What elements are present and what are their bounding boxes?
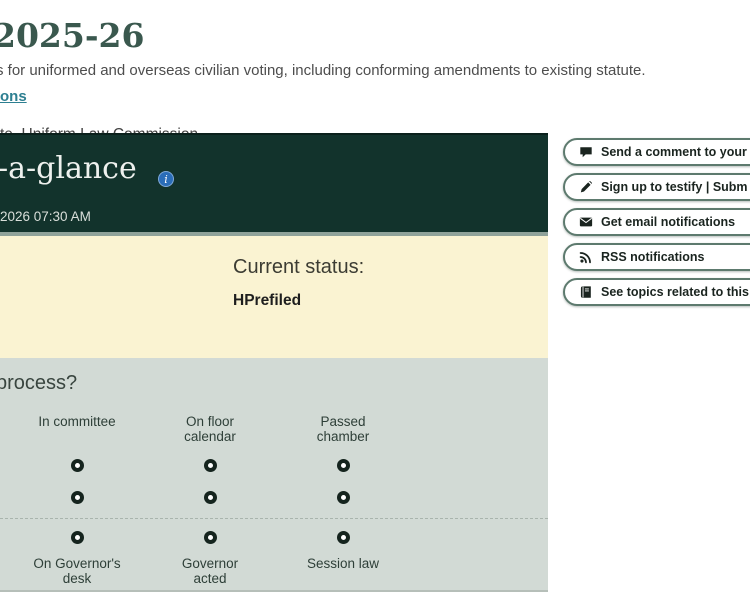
bill-at-a-glance-panel: -a-glance i 2026 07:30 AM [0, 133, 548, 236]
glance-title: -a-glance [0, 151, 137, 186]
step-indicator [337, 531, 350, 544]
step-indicator [337, 459, 350, 472]
action-button-label: Send a comment to your [601, 145, 747, 159]
see-related-topics-button[interactable]: See topics related to this [563, 278, 750, 306]
sign-up-to-testify-button[interactable]: Sign up to testify | Subm [563, 173, 750, 201]
governor-section-divider [0, 518, 548, 519]
book-icon [579, 285, 593, 299]
bill-actions-column: Send a comment to your Sign up to testif… [563, 138, 750, 313]
bill-year-heading: 2025-26 [0, 16, 145, 56]
process-label-governor-acted: Governor acted [148, 556, 272, 586]
comment-icon [579, 145, 593, 159]
rss-notifications-button[interactable]: RSS notifications [563, 243, 750, 271]
col-header-line: On floor [185, 414, 235, 429]
info-icon[interactable]: i [158, 171, 174, 187]
col-label-line: On Governor's [33, 556, 121, 571]
col-label-line: desk [62, 571, 92, 586]
current-status-label: Current status: [233, 256, 365, 278]
step-indicator [204, 459, 217, 472]
col-header-line: calendar [184, 429, 236, 444]
step-indicator [71, 459, 84, 472]
rss-icon [579, 250, 593, 264]
step-indicator [71, 531, 84, 544]
process-heading: process? [0, 372, 78, 394]
step-indicator [71, 491, 84, 504]
col-header-line: chamber [316, 429, 370, 444]
process-col-header-on-floor-calendar: On floor calendar [148, 414, 272, 444]
action-button-label: Sign up to testify | Subm [601, 180, 748, 194]
action-button-label: RSS notifications [601, 250, 705, 264]
process-label-on-governors-desk: On Governor's desk [15, 556, 139, 586]
current-status-value: HPrefiled [233, 292, 302, 309]
col-header-line: Passed [320, 414, 366, 429]
action-button-label: Get email notifications [601, 215, 736, 229]
envelope-icon [579, 215, 593, 229]
bill-process-panel: process? In committee On floor calendar … [0, 358, 548, 592]
process-label-session-law: Session law [281, 556, 405, 571]
bill-sections-link[interactable]: ons [0, 88, 27, 105]
action-button-label: See topics related to this [601, 285, 749, 299]
step-indicator [204, 531, 217, 544]
col-header-line: In committee [38, 414, 116, 429]
col-label-line: acted [193, 571, 227, 586]
step-indicator [337, 491, 350, 504]
get-email-notifications-button[interactable]: Get email notifications [563, 208, 750, 236]
process-col-header-in-committee: In committee [15, 414, 139, 429]
pencil-icon [579, 180, 593, 194]
col-label-line: Session law [306, 556, 380, 571]
current-status-panel: Current status: HPrefiled [0, 236, 548, 358]
col-label-line: Governor [181, 556, 239, 571]
send-comment-button[interactable]: Send a comment to your [563, 138, 750, 166]
bill-description: s for uniformed and overseas civilian vo… [0, 62, 646, 79]
process-col-header-passed-chamber: Passed chamber [281, 414, 405, 444]
glance-timestamp: 2026 07:30 AM [0, 209, 91, 224]
step-indicator [204, 491, 217, 504]
